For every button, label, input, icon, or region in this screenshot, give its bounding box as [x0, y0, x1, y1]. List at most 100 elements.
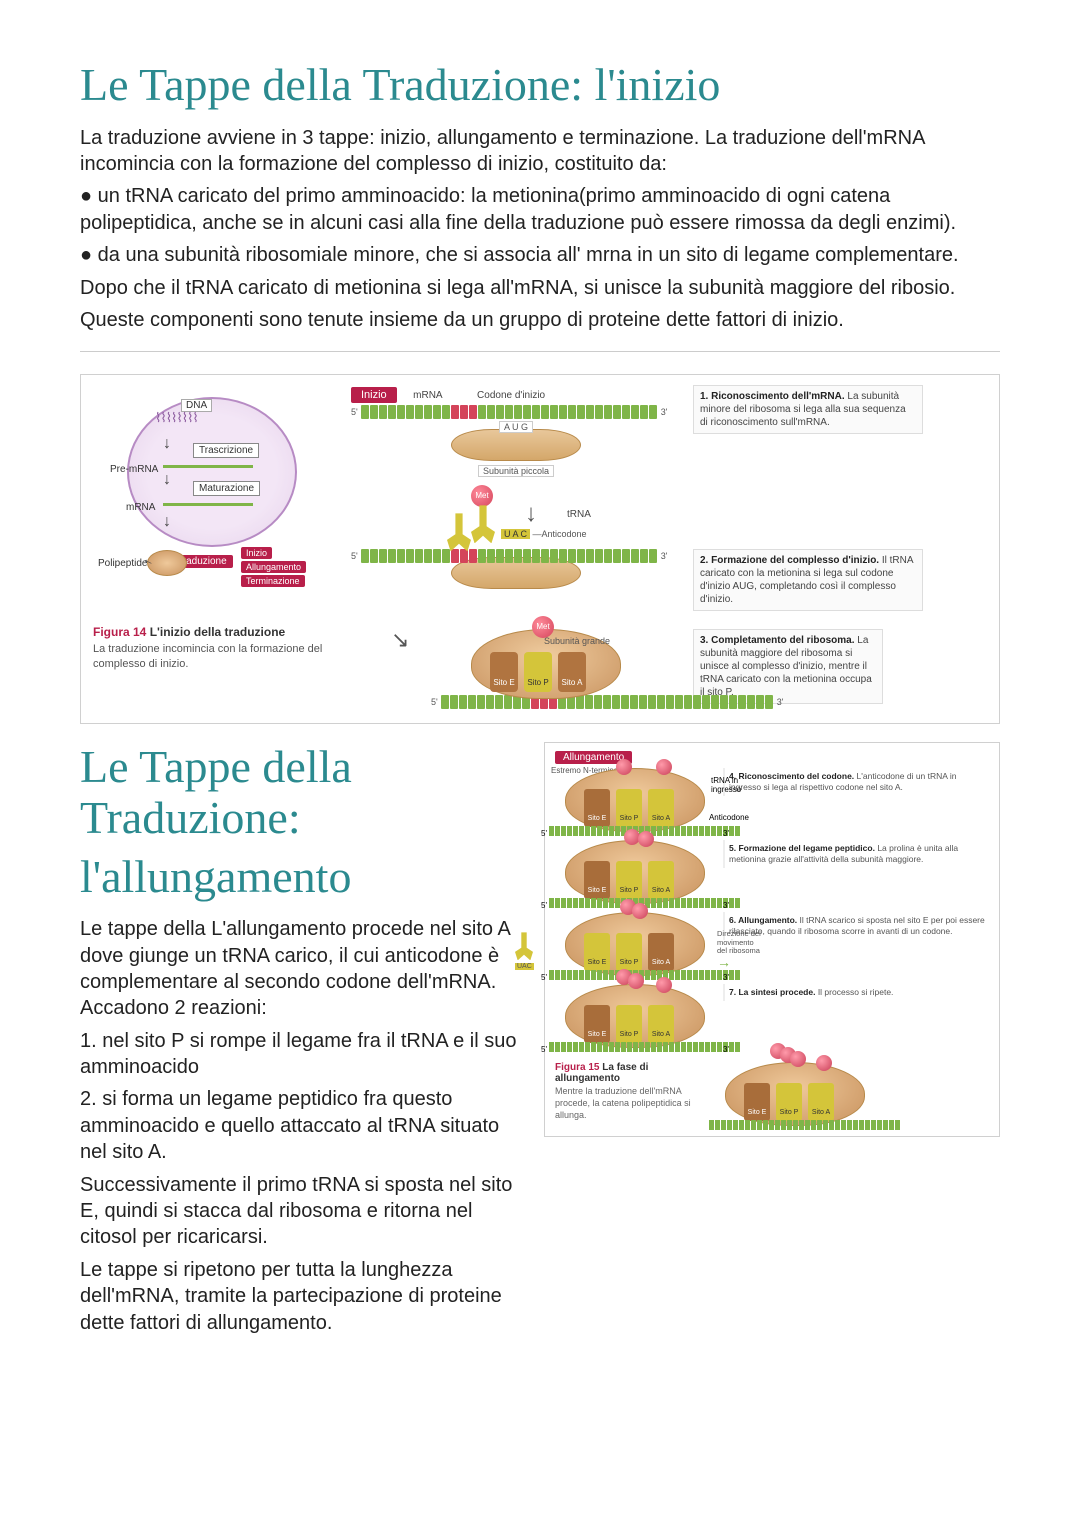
- label-3prime: 3': [777, 697, 784, 707]
- amino-ball: [628, 973, 644, 989]
- amino-ball: [638, 831, 654, 847]
- amino-ball: [616, 759, 632, 775]
- mrna-strand: [361, 549, 658, 563]
- site-p: Sito P: [616, 1005, 642, 1043]
- site-e: Sito E: [584, 789, 610, 827]
- label-5prime: 5': [541, 1045, 547, 1054]
- label-maturazione: Maturazione: [193, 481, 260, 496]
- site-a: Sito A: [648, 789, 674, 827]
- label-5prime: 5': [431, 697, 438, 707]
- paragraph: ● da una subunità ribosomiale minore, ch…: [80, 242, 1000, 268]
- figure-14-caption-sub: La traduzione incomincia con la formazio…: [93, 642, 343, 671]
- step-7-text: 7. La sintesi procede. Il processo si ri…: [723, 984, 989, 1001]
- label-trna: tRNA: [567, 509, 591, 520]
- ribosome: Sito E Sito P Sito A: [725, 1062, 865, 1126]
- site-a: Sito A: [558, 652, 586, 692]
- trna-icon: [515, 932, 533, 960]
- arrow-icon: ↓: [163, 513, 171, 531]
- amino-ball: [656, 759, 672, 775]
- met-ball: Met: [532, 616, 554, 638]
- paragraph: Dopo che il tRNA caricato di metionina s…: [80, 275, 1000, 301]
- step-4-text: 4. Riconoscimento del codone. L'anticodo…: [723, 768, 989, 795]
- label-direzione: Direzione del movimento del ribosoma →: [717, 930, 763, 970]
- step-3-text: 3. Completamento del ribosoma. La subuni…: [693, 629, 883, 704]
- amino-ball: [816, 1055, 832, 1071]
- trna-icon: [447, 513, 471, 551]
- amino-ball: [632, 903, 648, 919]
- step-1-text: 1. Riconoscimento dell'mRNA. La subunità…: [693, 385, 923, 434]
- arrow-icon: ↘: [391, 627, 409, 653]
- phase-allungamento: Allungamento: [241, 561, 306, 573]
- paragraph: Queste componenti sono tenute insieme da…: [80, 307, 1000, 333]
- step-2-text: 2. Formazione del complesso d'inizio. Il…: [693, 549, 923, 611]
- site-p: Sito P: [616, 861, 642, 899]
- paragraph: 1. nel sito P si rompe il legame fra il …: [80, 1028, 520, 1081]
- site-a: Sito A: [648, 933, 674, 971]
- site-a: Sito A: [808, 1083, 834, 1121]
- site-e: Sito E: [490, 652, 518, 692]
- arrow-icon: ↓: [525, 500, 537, 528]
- ribosome-large-subunit: Met Sito E Sito P Sito A Subunità grande: [471, 629, 621, 699]
- label-3prime: 3': [723, 829, 729, 838]
- label-codone-inizio: Codone d'inizio: [477, 390, 545, 401]
- label-3prime: 3': [723, 901, 729, 910]
- site-a: Sito A: [648, 1005, 674, 1043]
- label-3prime: 3': [661, 407, 668, 417]
- step-5-text: 5. Formazione del legame peptidico. La p…: [723, 840, 989, 867]
- label-5prime: 5': [351, 407, 358, 417]
- label-3prime: 3': [723, 973, 729, 982]
- heading-allungamento-line1: Le Tappe della Traduzione:: [80, 742, 520, 843]
- mrna-strand: [441, 695, 774, 709]
- cell-diagram: DNA ⌇⌇⌇⌇⌇⌇⌇⌇ ↓ Trascrizione Pre-mRNA ↓ M…: [93, 385, 333, 615]
- trna-icon: [471, 505, 495, 543]
- figure-15-caption-title: Figura 15 La fase di allungamento: [555, 1062, 705, 1084]
- mrna-strand: [709, 1120, 901, 1130]
- figure-15-caption-sub: Mentre la traduzione dell'mRNA procede, …: [555, 1086, 705, 1121]
- inizio-tag: Inizio: [351, 387, 397, 403]
- label-5prime: 5': [541, 901, 547, 910]
- label-3prime: 3': [723, 1045, 729, 1054]
- site-e: Sito E: [584, 1005, 610, 1043]
- label-5prime: 5': [351, 551, 358, 561]
- figure-15: Allungamento Estremo N-terminale Sito E …: [544, 742, 1000, 1137]
- paragraph: Le tappe della L'allungamento procede ne…: [80, 916, 520, 1022]
- arrow-icon: ↓: [163, 471, 171, 489]
- label-premrna: Pre-mRNA: [105, 463, 163, 476]
- label-uac: UAC: [515, 963, 534, 970]
- label-anticodone: Anticodone: [709, 813, 749, 822]
- label-5prime: 5': [541, 829, 547, 838]
- label-mrna: mRNA: [413, 390, 442, 401]
- label-trascrizione: Trascrizione: [193, 443, 259, 458]
- site-p: Sito P: [776, 1083, 802, 1121]
- phase-inizio: Inizio: [241, 547, 272, 559]
- divider: [80, 351, 1000, 352]
- site-p: Sito P: [616, 933, 642, 971]
- heading-allungamento-line2: l'allungamento: [80, 852, 520, 903]
- arrow-icon: ↓: [163, 435, 171, 453]
- site-e: Sito E: [744, 1083, 770, 1121]
- label-mrna: mRNA: [121, 501, 160, 514]
- paragraph: La traduzione avviene in 3 tappe: inizio…: [80, 125, 1000, 178]
- figure-14: DNA ⌇⌇⌇⌇⌇⌇⌇⌇ ↓ Trascrizione Pre-mRNA ↓ M…: [80, 374, 1000, 724]
- paragraph: ● un tRNA caricato del primo amminoacido…: [80, 183, 1000, 236]
- paragraph: Le tappe si ripetono per tutta la lunghe…: [80, 1257, 520, 1336]
- ribosome: Sito E Sito P Sito A: [565, 768, 705, 832]
- site-p: Sito P: [524, 652, 552, 692]
- label-5prime: 5': [541, 973, 547, 982]
- amino-ball: [656, 977, 672, 993]
- phase-terminazione: Terminazione: [241, 575, 305, 587]
- ribosome: Sito E Sito P Sito A: [565, 912, 705, 976]
- label-3prime: 3': [661, 551, 668, 561]
- label-subunita-piccola: Subunità piccola: [478, 465, 554, 477]
- site-e: Sito E: [584, 933, 610, 971]
- heading-inizio: Le Tappe della Traduzione: l'inizio: [80, 60, 1000, 111]
- ribosome: Sito E Sito P Sito A: [565, 984, 705, 1048]
- met-ball: Met: [471, 485, 493, 507]
- dna-icon: ⌇⌇⌇⌇⌇⌇⌇⌇: [155, 411, 198, 426]
- site-a: Sito A: [648, 861, 674, 899]
- site-p: Sito P: [616, 789, 642, 827]
- amino-ball: [790, 1051, 806, 1067]
- label-aug: A U G: [499, 421, 533, 433]
- figure-14-caption-title: Figura 14 L'inizio della traduzione: [93, 625, 343, 639]
- mrna-strand: [549, 1042, 741, 1052]
